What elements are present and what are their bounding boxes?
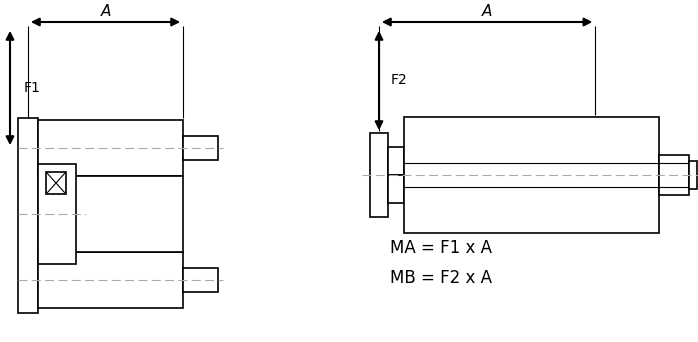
Text: MA = F1 x A: MA = F1 x A — [390, 239, 492, 257]
Bar — [388, 147, 404, 175]
Bar — [38, 120, 183, 176]
Bar — [183, 136, 218, 160]
Bar — [404, 117, 659, 233]
Bar — [46, 172, 66, 194]
Text: F1: F1 — [24, 81, 41, 95]
Bar — [38, 164, 76, 264]
Bar — [73, 176, 183, 252]
Text: F2: F2 — [391, 74, 408, 88]
Bar — [370, 133, 388, 217]
Bar — [38, 252, 183, 308]
Text: A: A — [101, 4, 111, 19]
Bar — [183, 268, 218, 292]
Bar — [689, 161, 697, 189]
Bar — [388, 175, 404, 203]
Text: MB = F2 x A: MB = F2 x A — [390, 269, 492, 287]
Bar — [659, 155, 689, 195]
Bar — [18, 118, 38, 313]
Text: A: A — [482, 4, 492, 19]
